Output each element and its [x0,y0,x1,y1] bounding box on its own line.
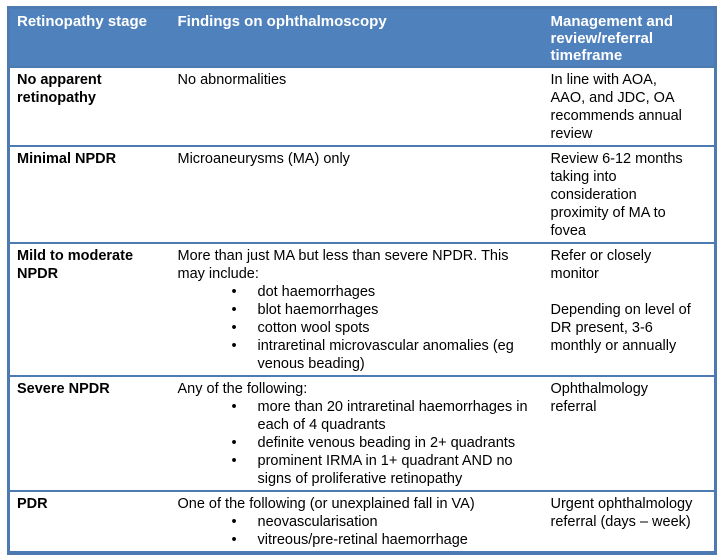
text-line: neovascularisation [257,514,378,530]
text-line: Severe NPDR [17,381,110,397]
text-line: Review 6-12 months [550,151,683,167]
stage-cell: PDR [8,490,171,554]
bullet-item: definite venous beading in 2+ quadrants [232,434,540,452]
bullet-item: blot haemorrhages [232,301,540,319]
text-line: Ophthalmology [550,381,649,397]
text-line: Microaneurysms (MA) only [177,151,350,167]
bullet-item: more than 20 intraretinal haemorrhages i… [232,398,540,434]
text-line: Mild to moderate [17,248,134,264]
text-line: vitreous/pre-retinal haemorrhage [257,532,468,548]
text-line: No abnormalities [177,72,287,88]
findings-bullet-list: more than 20 intraretinal haemorrhages i… [178,398,540,488]
text-line: timeframe [550,47,623,64]
text-line: monitor [550,266,599,282]
management-paragraph: Review 6-12 months taking into considerati… [551,150,711,240]
bullet-item: neovascularisation [232,513,540,531]
text-line: recommends annual [550,108,682,124]
text-line: intraretinal microvascular anomalies (eg [257,338,514,354]
findings-bullet-list: dot haemorrhages blot haemorrhages cotton … [178,283,540,373]
management-paragraph: Ophthalmology referral [551,380,711,416]
text-line: review/referral [550,30,654,47]
management-paragraph: Depending on level of DR present, 3-6 mont… [551,301,711,355]
stage-cell: Severe NPDR [8,375,171,492]
text-line: cotton wool spots [257,320,370,336]
management-cell: Review 6-12 months taking into considerati… [543,145,716,244]
text-line: fovea [550,223,586,239]
management-cell: Ophthalmology referral [543,375,716,492]
text-line: Findings on ophthalmoscopy [177,13,387,30]
findings-bullet-list: neovascularisation vitreous/pre-retinal h… [178,513,540,549]
text-line: Depending on level of [550,302,691,318]
text-line: referral [550,399,597,415]
column-header-retinopathy-stage: Retinopathy stage [8,6,171,68]
findings-cell: Any of the following: more than 20 intrar… [170,375,544,492]
findings-cell: More than just MA but less than severe N… [170,242,544,377]
text-line: PDR [17,496,48,512]
management-paragraph: Refer or closely monitor [551,247,711,283]
table-row: Severe NPDR Any of the following: more tha… [8,375,716,492]
text-line: blot haemorrhages [257,302,379,318]
bullet-item: dot haemorrhages [232,283,540,301]
bullet-item: cotton wool spots [232,319,540,337]
text-line: may include: [177,266,259,282]
text-line: referral (days – week) [550,514,691,530]
management-paragraph: Urgent ophthalmology referral (days – wee… [551,495,711,531]
findings-cell: One of the following (or unexplained fal… [170,490,544,554]
stage-cell: Mild to moderate NPDR [8,242,171,377]
text-line: More than just MA but less than severe N… [177,248,509,264]
table-row: PDR One of the following (or unexplained … [8,490,716,554]
text-line: NPDR [17,266,59,282]
text-line: One of the following (or unexplained fal… [177,496,475,512]
column-header-findings: Findings on ophthalmoscopy [170,6,544,68]
findings-cell: Microaneurysms (MA) only [170,145,544,244]
findings-cell: No abnormalities [170,66,544,147]
text-line: each of 4 quadrants [257,417,386,433]
text-line: proximity of MA to [550,205,666,221]
text-line: Minimal NPDR [17,151,117,167]
text-line: monthly or annually [550,338,677,354]
management-cell: Refer or closely monitor Depending on leve… [543,242,716,377]
table-row: Mild to moderate NPDR More than just MA bu… [8,242,716,377]
text-line: Management and [550,13,674,30]
text-line: consideration [550,187,637,203]
text-line: definite venous beading in 2+ quadrants [257,435,516,451]
management-cell: Urgent ophthalmology referral (days – wee… [543,490,716,554]
bullet-item: prominent IRMA in 1+ quadrant AND no sign… [232,452,540,488]
table-row: Minimal NPDR Microaneurysms (MA) only Revi… [8,145,716,244]
table-row: No apparent retinopathy No abnormalities In… [8,66,716,147]
text-line: venous beading) [257,356,365,372]
text-line: taking into [550,169,617,185]
text-line: signs of proliferative retinopathy [257,471,463,487]
text-line: DR present, 3-6 [550,320,653,336]
management-paragraph: In line with AOA, AAO, and JDC, OA recomme… [551,71,711,143]
table-body: No apparent retinopathy No abnormalities In… [8,66,716,554]
text-line: Urgent ophthalmology [550,496,693,512]
text-line: more than 20 intraretinal haemorrhages i… [257,399,528,415]
stage-cell: Minimal NPDR [8,145,171,244]
page: Retinopathy stage Findings on ophthalmos… [0,0,720,525]
management-cell: In line with AOA, AAO, and JDC, OA recomme… [543,66,716,147]
text-line: prominent IRMA in 1+ quadrant AND no [257,453,513,469]
text-line: AAO, and JDC, OA [550,90,675,106]
bullet-item: intraretinal microvascular anomalies (eg… [232,337,540,373]
text-line: Retinopathy stage [17,13,148,30]
text-line: No apparent [17,72,102,88]
retinopathy-table: Retinopathy stage Findings on ophthalmos… [7,6,717,555]
bullet-item: vitreous/pre-retinal haemorrhage [232,531,540,549]
text-line: retinopathy [17,90,96,106]
text-line: review [550,126,593,142]
text-line: dot haemorrhages [257,284,376,300]
text-line: In line with AOA, [550,72,657,88]
text-line: Refer or closely [550,248,652,264]
text-line: Any of the following: [177,381,308,397]
stage-cell: No apparent retinopathy [8,66,171,147]
column-header-management: Management and review/referral timeframe [543,6,716,68]
header-row: Retinopathy stage Findings on ophthalmos… [8,6,716,68]
